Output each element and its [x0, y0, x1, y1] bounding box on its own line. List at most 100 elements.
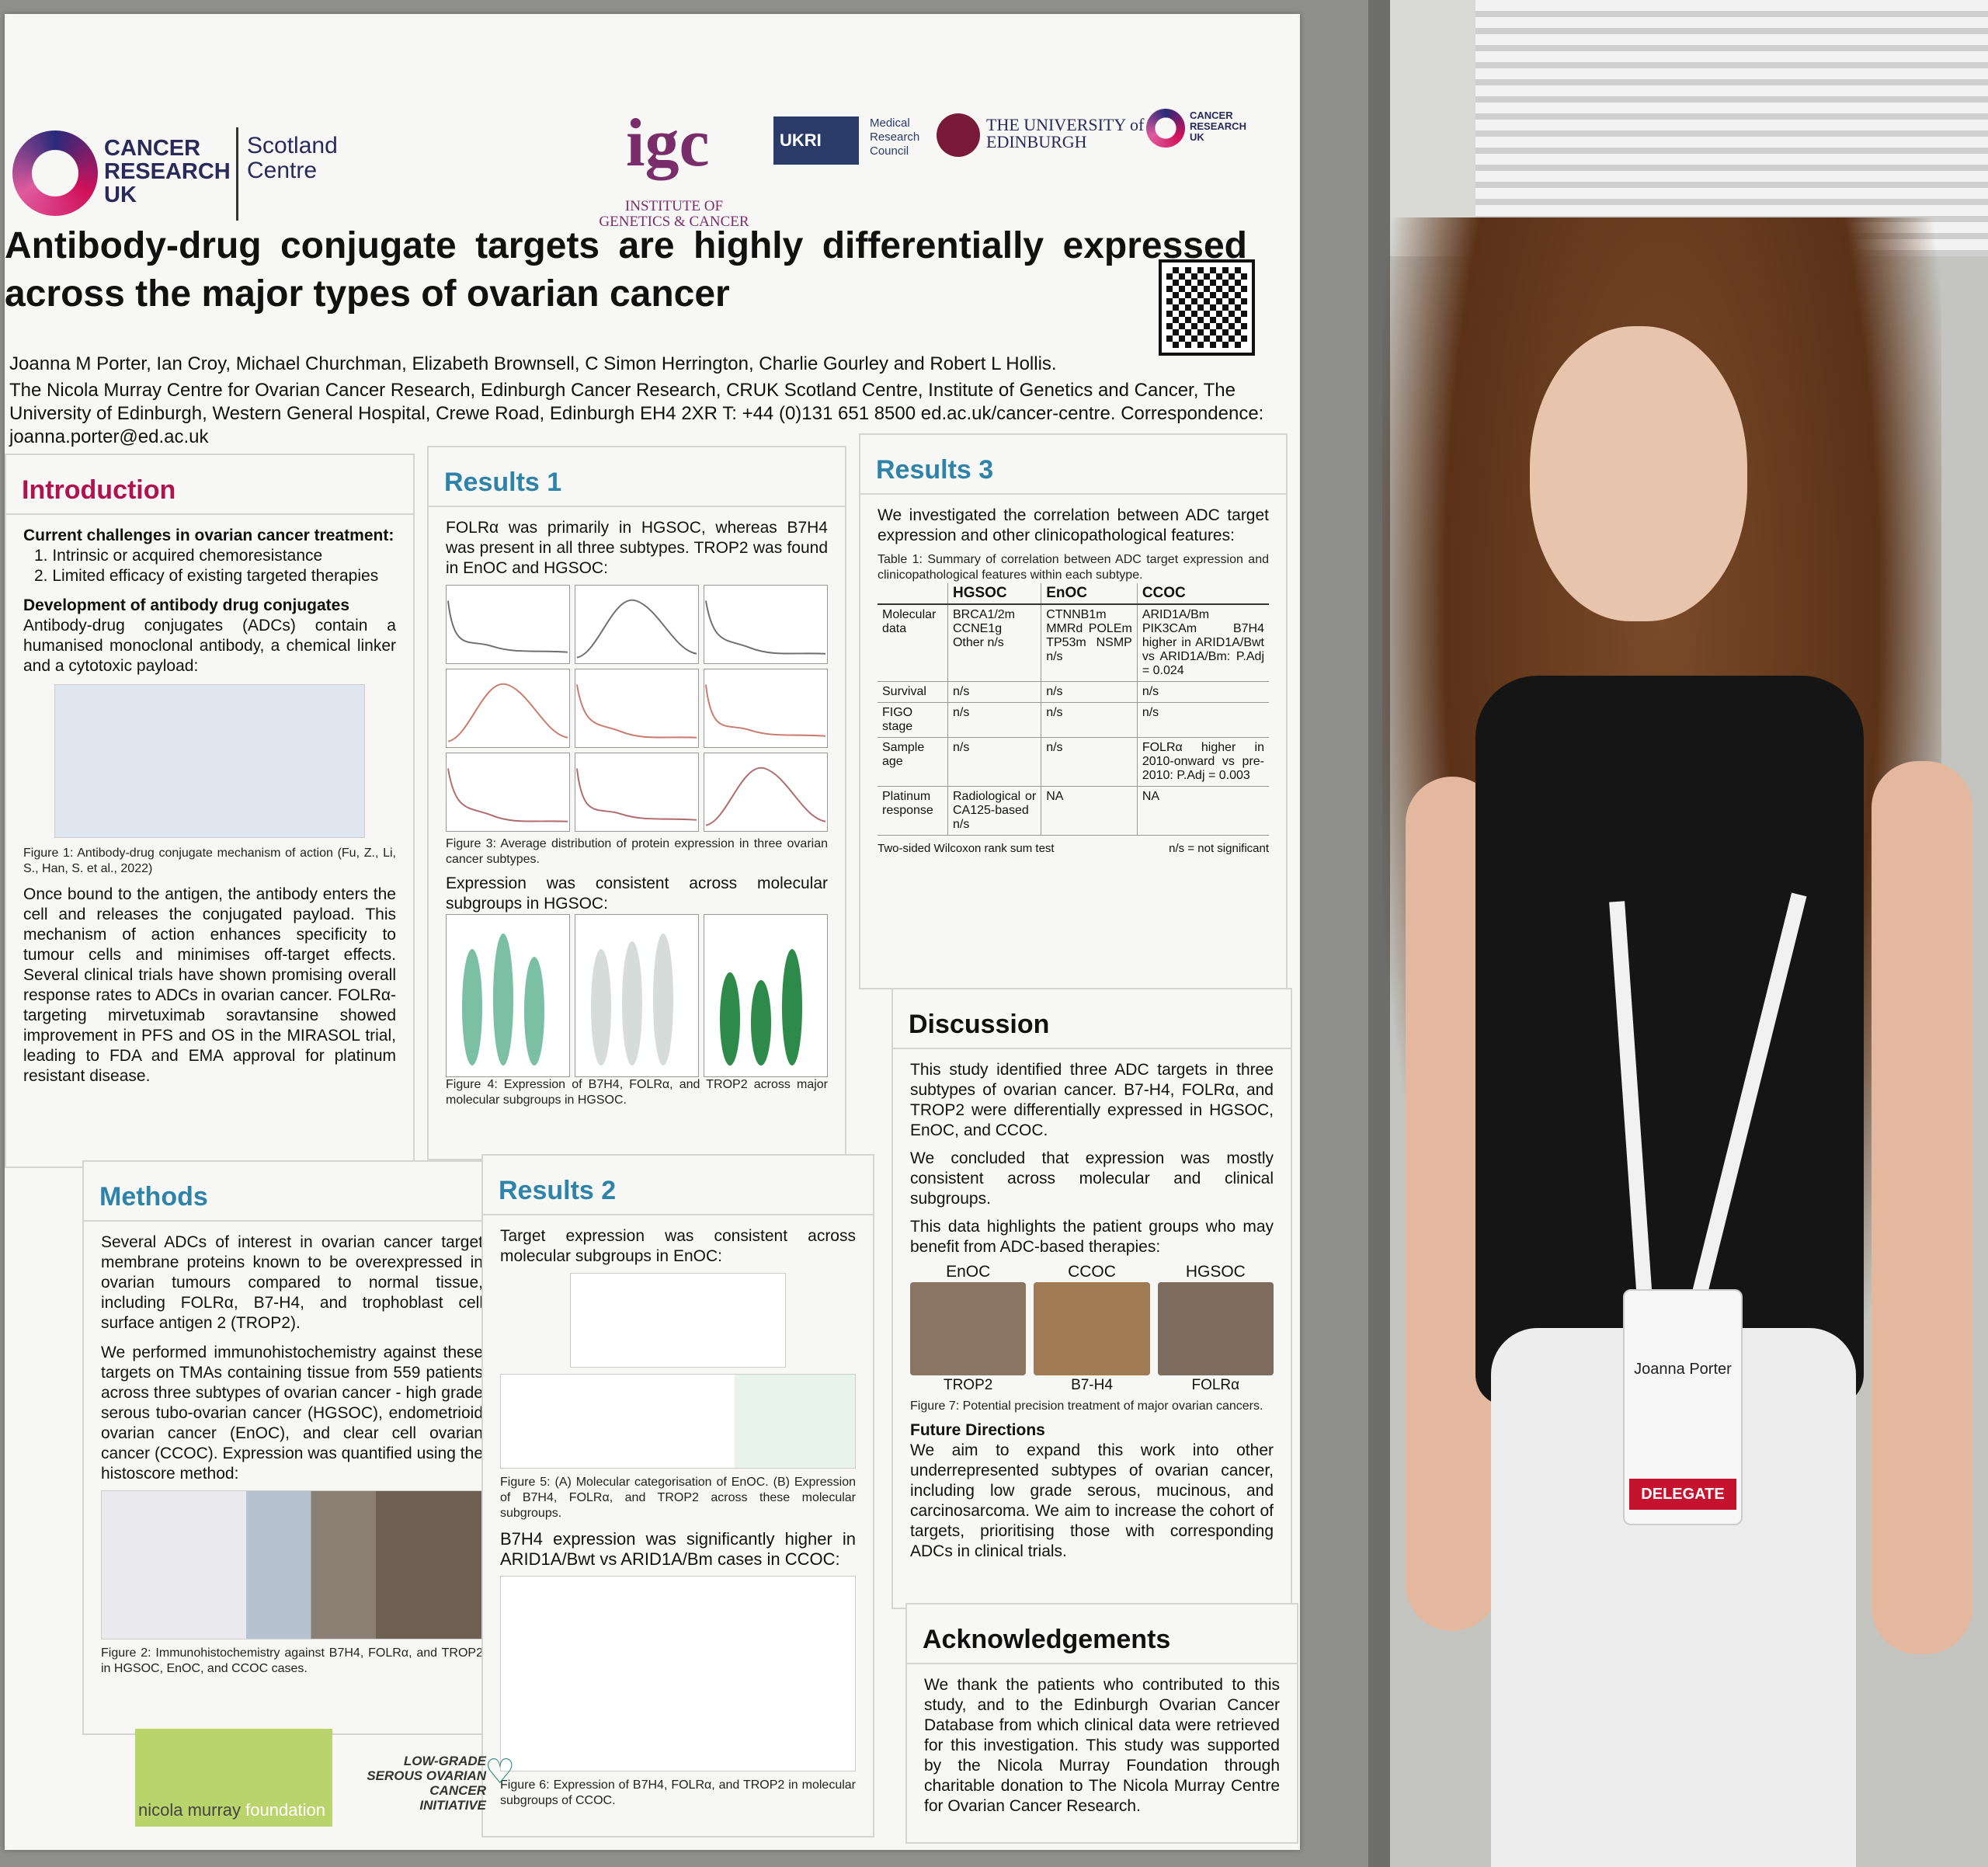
density-line [704, 684, 826, 737]
violin [462, 949, 482, 1066]
results-2-paragraph-2: B7H4 expression was significantly higher… [500, 1529, 856, 1569]
table-row: Molecular data BRCA1/2m CCNE1g Other n/s… [878, 604, 1269, 682]
density-plot [446, 753, 570, 832]
density-curve [447, 768, 568, 822]
table-1-footer: Two-sided Wilcoxon rank sum test n/s = n… [878, 839, 1269, 859]
methods-body: Several ADCs of interest in ovarian canc… [84, 1222, 500, 1688]
presenter-shirt [1475, 676, 1864, 1406]
table-cell: n/s [947, 681, 1041, 703]
discussion-heading: Discussion [893, 989, 1291, 1049]
violin [524, 957, 544, 1066]
figure-7-images [910, 1282, 1274, 1375]
intro-paragraph-1: Antibody-drug conjugates (ADCs) contain … [23, 617, 396, 675]
cruk-small-logo-icon [1146, 109, 1185, 148]
methods-paragraph-2: We performed immunohistochemistry agains… [101, 1344, 483, 1483]
table-cell: BRCA1/2m CCNE1g Other n/s [947, 604, 1041, 682]
density-curve [447, 600, 568, 653]
figure-2-ihc-panel [101, 1490, 483, 1639]
density-plot [446, 585, 570, 664]
cruk-small-logo-text: CANCER RESEARCH UK [1190, 110, 1246, 143]
tissue-label-enoc: EnOC [946, 1263, 991, 1281]
figure-4-caption: Figure 4: Expression of B7H4, FOLRα, and… [446, 1078, 828, 1107]
tissue-label-hgsoc: HGSOC [1185, 1263, 1246, 1281]
table-row: FIGO stage n/s n/s n/s [878, 702, 1269, 738]
heart-icon: ♡ [485, 1753, 516, 1791]
table-cell: FOLRα higher in 2010-onward vs pre-2010:… [1136, 737, 1269, 787]
table-1: HGSOC EnOC CCOC Molecular data BRCA1/2m … [878, 583, 1269, 836]
poster-title: Antibody-drug conjugate targets are high… [5, 225, 1247, 315]
density-plot [704, 669, 828, 748]
density-curve [704, 600, 826, 655]
table-cell: CTNNB1m MMRd POLEm TP53m NSMP n/s [1041, 604, 1138, 682]
research-poster: CANCER RESEARCH UK Scotland Centre igc I… [5, 14, 1300, 1850]
nmf-foundation: foundation [245, 1800, 325, 1820]
igc-logo: igc [626, 106, 710, 181]
density-plot [575, 585, 699, 664]
table-cell: n/s [1041, 702, 1138, 738]
target-label-folra: FOLRα [1191, 1377, 1240, 1393]
table-header: HGSOC [947, 583, 1041, 605]
cruk-logo-icon [12, 130, 98, 216]
table-cell: Molecular data [878, 604, 948, 682]
violin-panel-b7h4 [446, 914, 570, 1077]
violin-panel-trop2 [704, 914, 828, 1077]
logo-divider [236, 127, 238, 221]
figure-2-caption: Figure 2: Immunohistochemistry against B… [101, 1646, 483, 1675]
discussion-paragraph-1: This study identified three ADC targets … [910, 1061, 1274, 1139]
table-cell: n/s [1041, 737, 1138, 787]
table-cell: n/s [1136, 681, 1269, 703]
table-footer-key: n/s = not significant [1169, 842, 1269, 855]
tissue-image-enoc [910, 1282, 1027, 1375]
density-line [447, 683, 568, 742]
density-curve [447, 683, 568, 742]
results-1-heading: Results 1 [429, 447, 845, 507]
figure-5-violins [500, 1374, 856, 1469]
figure-7-labels: EnOC CCOC HGSOC [910, 1262, 1274, 1282]
edinburgh-crest-icon [937, 113, 980, 157]
table-cell: n/s [947, 702, 1041, 738]
intro-item-1: 1. Intrinsic or acquired chemoresistance [34, 547, 323, 565]
density-plot [575, 753, 699, 832]
intro-item-2: 2. Limited efficacy of existing targeted… [34, 567, 379, 585]
violin-panel-folra [575, 914, 699, 1077]
density-plot [704, 585, 828, 664]
violin [493, 934, 513, 1066]
intro-subheading-adc: Development of antibody drug conjugates [23, 596, 350, 614]
density-curve [575, 768, 697, 821]
presenter-person: Joanna Porter DELEGATE [1382, 217, 1988, 1867]
results-3-body: We investigated the correlation between … [860, 495, 1286, 870]
table-row: Survival n/s n/s n/s [878, 681, 1269, 703]
table-cell: NA [1136, 786, 1269, 836]
figure-7-caption: Figure 7: Potential precision treatment … [910, 1399, 1263, 1413]
target-label-b7h4: B7-H4 [1071, 1377, 1113, 1393]
table-1-caption: Table 1: Summary of correlation between … [878, 553, 1269, 582]
presenter-face [1530, 326, 1747, 621]
figure-6-caption: Figure 6: Expression of B7H4, FOLRα, and… [500, 1778, 856, 1807]
igc-logo-text: INSTITUTE OF GENETICS & CANCER [599, 198, 749, 230]
violin [720, 972, 740, 1066]
figure-1-diagram [54, 684, 365, 838]
methods-heading: Methods [84, 1162, 500, 1222]
methods-section: Methods Several ADCs of interest in ovar… [82, 1160, 502, 1735]
figure-1-caption: Figure 1: Antibody-drug conjugate mechan… [23, 847, 396, 875]
table-cell: Survival [878, 681, 948, 703]
table-header: EnOC [1041, 583, 1138, 605]
intro-paragraph-2: Once bound to the antigen, the antibody … [23, 885, 396, 1085]
table-row: Sample age n/s n/s FOLRα higher in 2010-… [878, 737, 1269, 787]
discussion-paragraph-3: This data highlights the patient groups … [910, 1218, 1274, 1256]
acknowledgements-heading: Acknowledgements [907, 1605, 1297, 1664]
figure-7-targets: TROP2 B7-H4 FOLRα [910, 1375, 1274, 1396]
results-2-heading: Results 2 [483, 1156, 873, 1215]
density-plot [704, 753, 828, 832]
density-line [575, 768, 697, 821]
table-cell: ARID1A/Bm PIK3CAm B7H4 higher in ARID1A/… [1136, 604, 1269, 682]
cruk-logo-text: CANCER RESEARCH UK [104, 136, 231, 207]
results-3-heading: Results 3 [860, 435, 1286, 495]
future-directions-heading: Future Directions [910, 1421, 1045, 1439]
future-directions-text: We aim to expand this work into other un… [910, 1441, 1274, 1560]
introduction-heading: Introduction [6, 455, 413, 515]
figure-5-caption: Figure 5: (A) Molecular categorisation o… [500, 1476, 856, 1520]
mrc-logo-text: Medical Research Council [870, 116, 920, 158]
discussion-section: Discussion This study identified three A… [891, 988, 1292, 1609]
tissue-image-ccoc [1034, 1282, 1150, 1375]
